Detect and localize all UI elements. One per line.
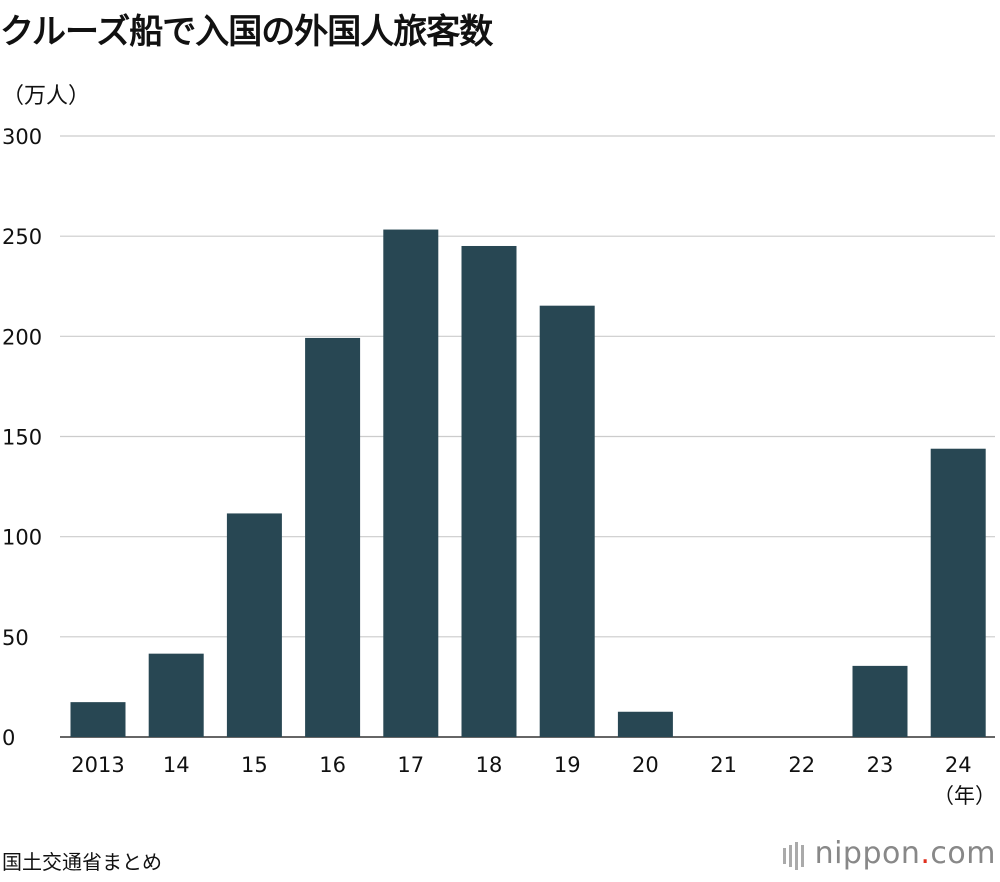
source-note: 国土交通省まとめ: [2, 850, 162, 874]
x-tick-label: 23: [867, 753, 894, 777]
bar-20: [617, 711, 673, 737]
bar-18: [461, 245, 517, 737]
x-tick-label: 17: [397, 753, 424, 777]
bar-23: [852, 665, 908, 737]
bar-16: [305, 337, 361, 737]
bar-14: [148, 653, 204, 737]
x-tick-label: 18: [476, 753, 503, 777]
x-axis-unit: （年）: [933, 784, 996, 808]
y-tick-label: 200: [2, 325, 42, 349]
chart-title: クルーズ船で入国の外国人旅客数: [0, 12, 493, 52]
bar-2013: [70, 702, 126, 737]
y-tick-label: 0: [2, 726, 15, 750]
x-tick-label: 19: [554, 753, 581, 777]
y-tick-label: 50: [2, 626, 29, 650]
y-tick-label: 300: [2, 125, 42, 149]
y-tick-label: 250: [2, 225, 42, 249]
y-tick-labels: 0 50 100 150 200 250 300: [2, 125, 42, 750]
brand-tld: com: [930, 836, 996, 871]
y-axis-unit: （万人）: [2, 84, 91, 109]
x-tick-label: 16: [319, 753, 346, 777]
x-tick-label: 20: [632, 753, 659, 777]
x-tick-labels: 2013 14 15 16 17 18 19 20 21 22 23 24: [71, 753, 971, 777]
bar-19: [539, 305, 595, 737]
x-tick-label: 15: [241, 753, 268, 777]
brand-logo: nippon.com: [782, 836, 996, 872]
bar-15: [226, 513, 282, 737]
y-tick-label: 100: [2, 526, 42, 550]
bars: [70, 229, 986, 737]
brand-name: nippon: [814, 836, 921, 871]
bar-17: [383, 229, 439, 737]
x-tick-label: 14: [163, 753, 190, 777]
x-tick-label: 24: [945, 753, 972, 777]
x-tick-label: 22: [788, 753, 815, 777]
brand-dot: .: [920, 836, 931, 871]
grid-lines: [60, 135, 995, 738]
x-tick-label: 21: [710, 753, 737, 777]
x-tick-label: 2013: [71, 753, 124, 777]
bar-24: [930, 448, 986, 737]
brand-bars-icon: [782, 837, 807, 872]
y-tick-label: 150: [2, 426, 42, 450]
